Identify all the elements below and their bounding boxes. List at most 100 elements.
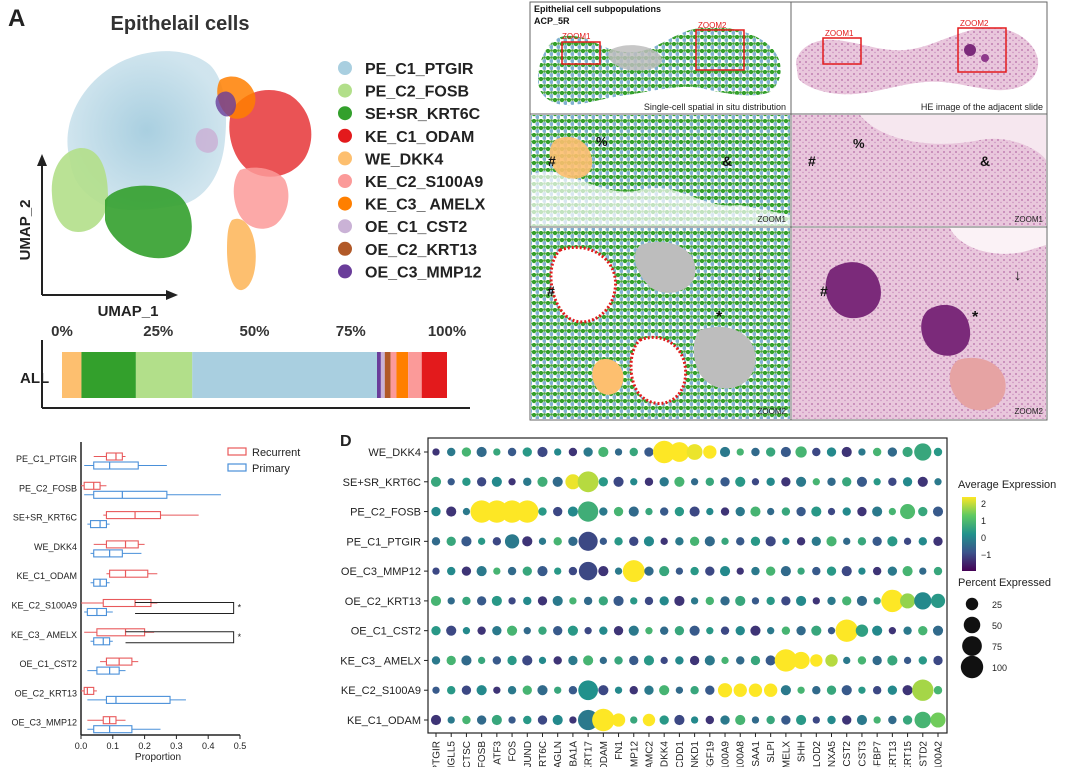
composition-segments <box>62 352 447 398</box>
dotplot-dot-7-9 <box>568 655 578 666</box>
composition-tick-1: 25% <box>143 323 173 340</box>
dotplot-dot-8-30 <box>887 685 898 695</box>
dotplot-dot-9-2 <box>462 715 471 725</box>
composition-tick-3: 75% <box>336 323 366 340</box>
dotplot-dot-6-31 <box>903 626 912 635</box>
dotplot-dot-4-7 <box>537 566 548 577</box>
umap-y-arrow-icon <box>37 154 47 166</box>
spatial-zoom2-we <box>592 359 624 395</box>
he-zoom1-mark-percent: % <box>853 136 865 151</box>
dotplot-dot-1-18 <box>705 477 715 486</box>
dotplot-dot-0-13 <box>629 447 638 457</box>
dotplot-dot-0-8 <box>554 448 562 456</box>
dotplot-dot-1-11 <box>598 477 608 487</box>
dotplot-dot-5-32 <box>914 592 932 610</box>
boxplot-chart: Proportion Recurrent Primary 0.0 0.1 0.2 0.3… <box>11 442 300 763</box>
dotplot-dot-3-19 <box>721 537 729 545</box>
dotplot-dot-1-17 <box>690 478 699 486</box>
dotplot-dot-4-13 <box>622 560 645 583</box>
dotplot-dot-2-12 <box>613 506 624 517</box>
umap-legend-swatch-oe-c1-cst2 <box>338 219 352 234</box>
dotplot-expression-tick-0: 2 <box>981 499 986 509</box>
dotplot-dot-4-12 <box>614 567 623 575</box>
dotplot-dot-7-16 <box>675 656 684 665</box>
he-zoom2-box <box>957 27 1007 73</box>
dotplot-dot-6-27 <box>835 619 858 642</box>
dotplot-dot-9-32 <box>914 711 932 729</box>
dotplot-dot-8-21 <box>748 683 763 697</box>
dotplot-dot-1-21 <box>751 478 760 486</box>
spatial-zoom2-label: ZOOM2 <box>758 407 787 416</box>
dotplot-dot-3-26 <box>826 536 837 547</box>
dotplot-dot-3-13 <box>629 536 639 546</box>
dotplot-dot-8-14 <box>644 685 654 695</box>
dotplot-dot-0-12 <box>614 448 623 456</box>
dotplot-dot-6-14 <box>645 627 653 635</box>
dotplot-dot-1-2 <box>462 477 471 486</box>
dotplot-dot-8-11 <box>598 685 609 696</box>
dotplot-dot-9-29 <box>873 716 881 724</box>
dotplot-dot-5-14 <box>644 596 654 606</box>
boxplot-xtick-2: 0.2 <box>138 741 151 751</box>
dotplot-dot-1-16 <box>674 476 685 487</box>
dotplot-dot-3-11 <box>599 537 607 545</box>
dotplot-dot-9-23 <box>781 715 791 725</box>
dotplot-dot-3-16 <box>675 537 684 546</box>
dotplot-gene-cst3: CST3 <box>857 741 868 767</box>
dotplot-dot-9-25 <box>812 716 820 724</box>
dotplot-gene-lamc2: LAMC2 <box>644 741 655 767</box>
dotplot-dot-4-27 <box>841 566 852 577</box>
dotplot-dot-2-23 <box>781 507 791 516</box>
dotplot-dot-7-2 <box>461 655 472 666</box>
umap-legend-label-ke-c2-s100a9: KE_C2_S100A9 <box>365 174 483 191</box>
dotplot-dot-5-3 <box>476 596 487 606</box>
dotplot-row-oe-c1-cst2: OE_C1_CST2 <box>351 626 421 638</box>
dotplot-dot-3-3 <box>477 537 486 545</box>
composition-segment-7 <box>390 352 397 398</box>
dotplot-dot-5-26 <box>827 596 836 606</box>
dotplot-dot-9-15 <box>659 715 669 725</box>
dotplot-dot-2-30 <box>888 507 897 516</box>
dotplot-dot-7-32 <box>918 656 927 665</box>
dotplot-dot-7-31 <box>903 656 912 665</box>
dotplot-dot-1-31 <box>902 477 913 487</box>
dotplot-dot-5-12 <box>613 595 624 606</box>
boxplot-xtick-4: 0.4 <box>202 741 215 751</box>
dotplot-gene-tuba1a: TUBA1A <box>568 741 579 767</box>
dotplot-dot-1-0 <box>430 476 442 487</box>
dotplot-dot-0-19 <box>719 446 731 458</box>
dotplot-dot-1-12 <box>613 476 624 487</box>
umap-legend-swatch-pe-c2-fosb <box>338 83 352 98</box>
dotplot-dot-9-17 <box>690 716 699 724</box>
boxplot-box-primary-9 <box>93 725 133 734</box>
umap-cluster-oe-c1 <box>195 128 218 153</box>
dotplot-dot-9-16 <box>674 714 685 726</box>
he-zoom1-mark-hash: # <box>808 153 816 169</box>
dotplot-dot-1-33 <box>934 478 942 486</box>
composition-segment-6 <box>384 352 391 398</box>
boxplot-sig-bracket-6 <box>125 631 235 644</box>
dotplot-dot-6-3 <box>477 626 486 635</box>
composition-segment-2 <box>135 352 193 398</box>
dotplot-dot-8-8 <box>554 686 562 694</box>
dotplot-dot-7-12 <box>614 656 623 665</box>
dotplot-dot-3-27 <box>843 537 851 545</box>
dotplot-dot-5-22 <box>766 596 775 606</box>
dotplot-dot-3-14 <box>643 536 655 547</box>
dotplot-dot-7-24 <box>792 651 810 670</box>
dotplot-dot-7-21 <box>750 655 761 666</box>
dotplot-dot-2-11 <box>599 507 608 516</box>
spatial-zoom2-grey-2 <box>693 326 756 389</box>
dotplot-dot-5-25 <box>812 597 820 605</box>
dotplot-dot-8-24 <box>797 686 805 694</box>
dotplot-gene-igll5: IGLL5 <box>447 741 458 767</box>
dotplot-dot-4-11 <box>598 566 609 577</box>
dotplot-dot-2-13 <box>628 506 639 517</box>
spatial-zoom2-tag: ZOOM2 <box>698 21 727 30</box>
boxplot-legend-label-primary: Primary <box>252 463 290 475</box>
he-zoom2-mark-star: * <box>972 309 979 326</box>
dotplot-dot-8-19 <box>717 683 733 698</box>
spatial-zoom2-cyst-1 <box>549 245 617 324</box>
he-zoom2-label: ZOOM2 <box>1015 407 1044 416</box>
